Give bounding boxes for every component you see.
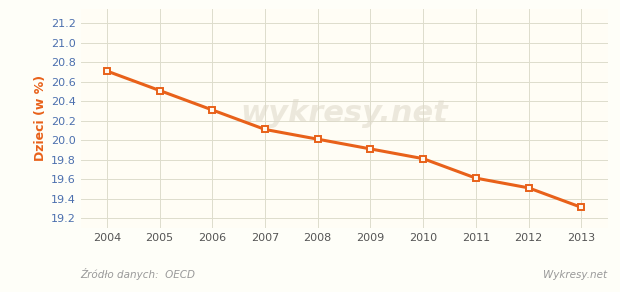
- Text: Źródło danych:  OECD: Źródło danych: OECD: [81, 268, 195, 280]
- Text: wykresy.net: wykresy.net: [240, 99, 448, 128]
- Text: Wykresy.net: Wykresy.net: [544, 270, 608, 280]
- Y-axis label: Dzieci (w %): Dzieci (w %): [33, 75, 46, 161]
